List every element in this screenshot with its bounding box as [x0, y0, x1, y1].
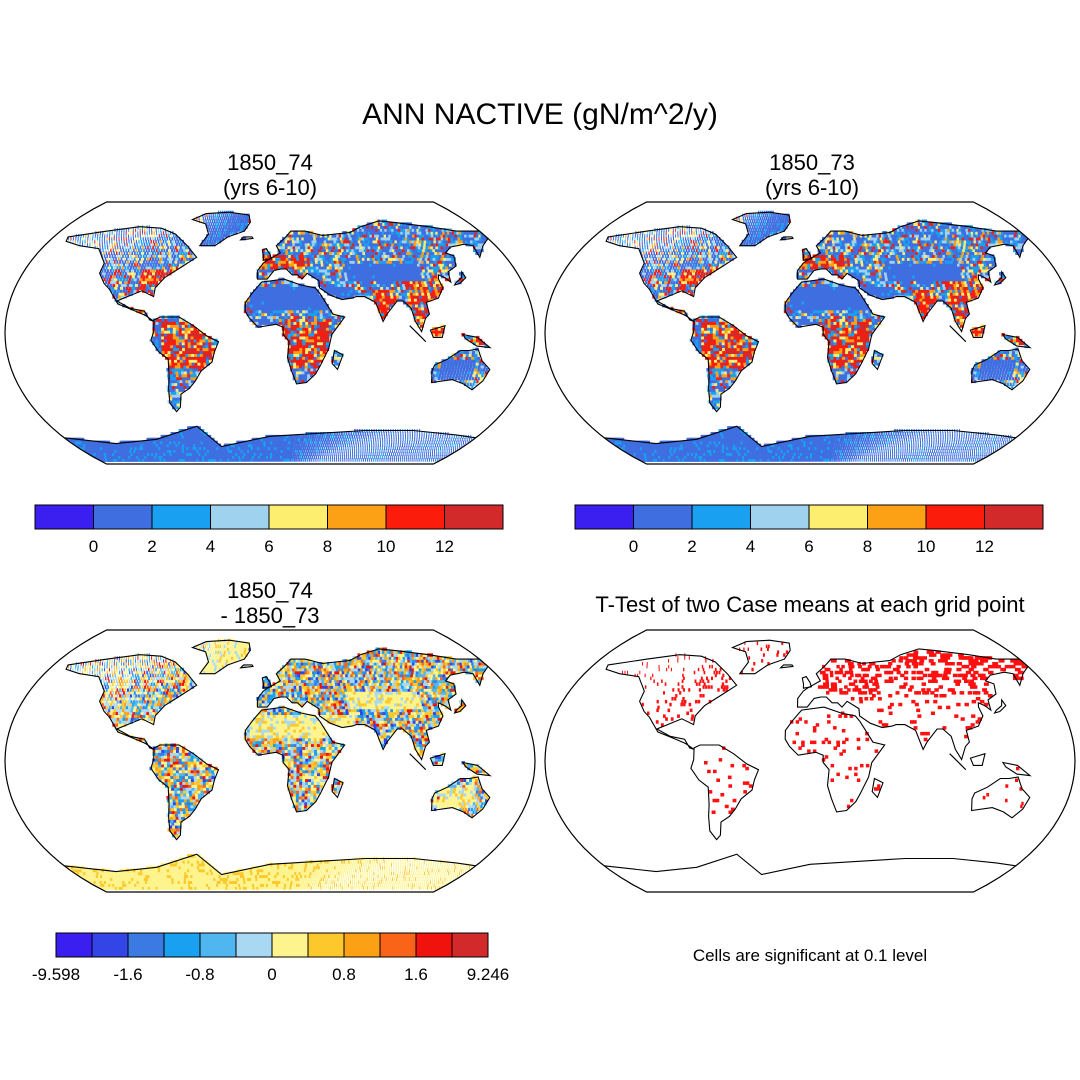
coastlines: [604, 639, 1032, 876]
colorbar-case2: 0 2 4 6 8 10 12: [574, 504, 1044, 556]
colorbar-tick-label: 1.6: [404, 965, 428, 984]
colorbar-diff: -9.598 -1.6 -0.8 0 0.8 1.6 9.246: [32, 932, 510, 984]
grid-cells: [604, 210, 1029, 462]
map-panel-case1: [4, 201, 536, 465]
map-background: [545, 630, 1075, 892]
panel-title-line2: - 1850_73: [220, 603, 320, 628]
colorbar-tick-label: 6: [804, 537, 813, 556]
colorbar-swatch: [235, 932, 273, 958]
colorbar-swatch: [451, 932, 489, 958]
colorbar-swatch: [343, 932, 381, 958]
colorbar-tick-label: -0.8: [185, 965, 214, 984]
colorbar-tick-label: 4: [746, 537, 755, 556]
map-border: [544, 201, 1076, 465]
colorbar-tick-label: 0: [89, 537, 98, 556]
map-border: [544, 629, 1076, 893]
colorbar-swatch: [127, 932, 165, 958]
main-title: ANN NACTIVE (gN/m^2/y): [362, 98, 718, 131]
colorbar-case1: 0 2 4 6 8 10 12: [34, 504, 504, 556]
colorbar-swatch: [268, 504, 328, 530]
panel-title-line1: 1850_73: [769, 150, 855, 175]
colorbar-tick-label: 0.8: [332, 965, 356, 984]
panel-title-case1: 1850_74 (yrs 6-10): [170, 150, 370, 200]
panel-title-ttest: T-Test of two Case means at each grid po…: [545, 592, 1075, 617]
colorbar-swatch: [867, 504, 927, 530]
colorbar-tick-label: 8: [323, 537, 332, 556]
panel-title-line1: 1850_74: [227, 578, 313, 603]
colorbar-tick-label: 12: [435, 537, 454, 556]
colorbar-swatch: [633, 504, 693, 530]
colorbar-tick-label: 0: [267, 965, 276, 984]
panel-title-line1: 1850_74: [227, 150, 313, 175]
grid-cells: [64, 638, 489, 890]
colorbar-swatch: [271, 932, 309, 958]
colorbar-tick-label: -1.6: [113, 965, 142, 984]
colorbar-tick-label: 6: [264, 537, 273, 556]
panel-title-line2: (yrs 6-10): [764, 175, 860, 200]
colorbar-swatch: [444, 504, 504, 530]
panel-title-diff: 1850_74 - 1850_73: [170, 578, 370, 628]
colorbar-tick-label: 10: [917, 537, 936, 556]
map-panel-diff: [4, 629, 536, 893]
colorbar-tick-label: 8: [863, 537, 872, 556]
coastlines: [64, 211, 492, 448]
colorbar-swatch: [808, 504, 868, 530]
colorbar-tick-label: 2: [687, 537, 696, 556]
map-panel-ttest: [544, 629, 1076, 893]
colorbar-swatch: [574, 504, 634, 530]
colorbar-swatch: [691, 504, 751, 530]
colorbar-tick-label: 10: [377, 537, 396, 556]
colorbar-tick-label: 4: [206, 537, 215, 556]
colorbar-swatch: [307, 932, 345, 958]
colorbar-swatch: [34, 504, 94, 530]
panel-title-line1: T-Test of two Case means at each grid po…: [595, 592, 1025, 617]
colorbar-swatch: [984, 504, 1044, 530]
map-border: [4, 201, 536, 465]
colorbar-swatch: [327, 504, 387, 530]
coastlines: [604, 211, 1032, 448]
coastlines: [64, 639, 492, 876]
panel-title-line2: (yrs 6-10): [222, 175, 318, 200]
map-border: [4, 629, 536, 893]
panel-title-case2: 1850_73 (yrs 6-10): [712, 150, 912, 200]
colorbar-swatch: [163, 932, 201, 958]
colorbar-swatch: [199, 932, 237, 958]
colorbar-swatch: [93, 504, 153, 530]
colorbar-swatch: [91, 932, 129, 958]
colorbar-swatch: [379, 932, 417, 958]
colorbar-swatch: [415, 932, 453, 958]
colorbar-swatch: [151, 504, 211, 530]
colorbar-swatch: [750, 504, 810, 530]
colorbar-tick-label: -9.598: [32, 965, 80, 984]
colorbar-tick-label: 2: [147, 537, 156, 556]
significance-note: Cells are significant at 0.1 level: [692, 946, 928, 965]
colorbar-swatch: [210, 504, 270, 530]
grid-cells: [622, 641, 1028, 814]
colorbar-swatch: [385, 504, 445, 530]
colorbar-swatch: [925, 504, 985, 530]
colorbar-tick-label: 0: [629, 537, 638, 556]
map-panel-case2: [544, 201, 1076, 465]
colorbar-tick-label: 9.246: [467, 965, 510, 984]
colorbar-tick-label: 12: [975, 537, 994, 556]
colorbar-swatch: [55, 932, 93, 958]
